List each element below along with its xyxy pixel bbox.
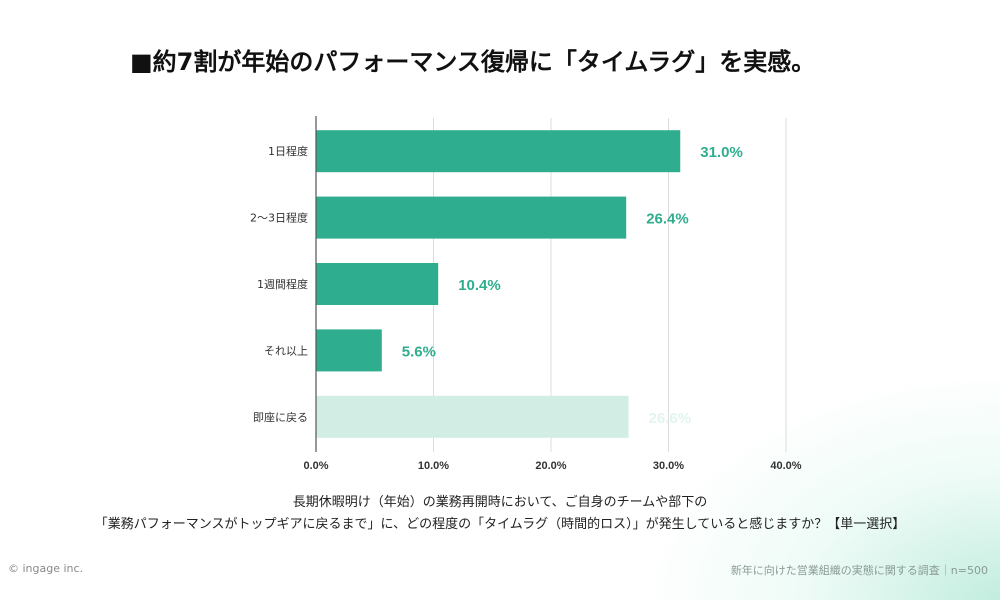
- x-tick-label: 20.0%: [535, 460, 566, 472]
- x-tick-label: 10.0%: [418, 460, 449, 472]
- survey-info: 新年に向けた営業組織の実態に関する調査｜n=500: [730, 564, 988, 577]
- category-label: 1週間程度: [257, 277, 308, 291]
- value-label: 10.4%: [458, 277, 501, 294]
- bar: [316, 395, 629, 438]
- category-label: 2〜3日程度: [250, 211, 308, 225]
- x-tick-label: 30.0%: [653, 460, 684, 472]
- copyright-text: © ingage inc.: [8, 562, 84, 575]
- x-tick-label: 0.0%: [303, 460, 328, 472]
- bar-chart: 1日程度 31.0% 2〜3日程度 26.4% 1週間程度 10.4% それ以上 5.6% 即座…: [250, 116, 802, 472]
- category-label: それ以上: [264, 344, 308, 357]
- value-label: 5.6%: [402, 343, 436, 360]
- category-label: 1日程度: [268, 144, 308, 158]
- category-label: 即座に戻る: [253, 410, 308, 424]
- value-label: 26.4%: [646, 211, 689, 228]
- bar: [316, 196, 627, 239]
- bar: [316, 329, 382, 372]
- page-title: ■約7割が年始のパフォーマンス復帰に「タイムラグ」を実感。: [130, 48, 816, 76]
- bar: [316, 130, 681, 173]
- bar: [316, 263, 439, 305]
- survey-question-line1: 長期休暇明け（年始）の業務再開時において、ご自身のチームや部下の: [292, 495, 708, 510]
- survey-question-line2: 「業務パフォーマンスがトップギアに戻るまで」に、どの程度の「タイムラグ（時間的ロ…: [94, 517, 906, 532]
- value-label: 26.6%: [649, 410, 692, 427]
- value-label: 31.0%: [700, 144, 743, 161]
- x-tick-label: 40.0%: [770, 460, 801, 472]
